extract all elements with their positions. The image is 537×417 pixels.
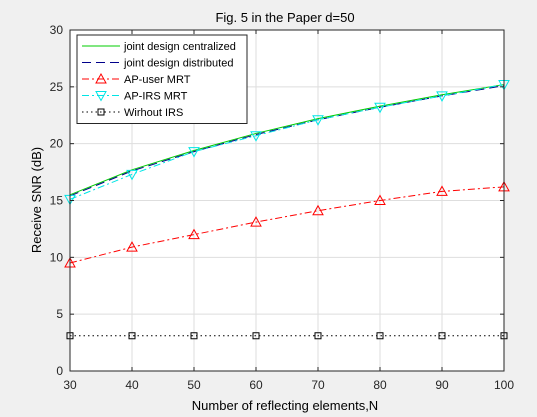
y-tick-label: 25 [50,80,64,94]
x-tick-label: 60 [249,378,263,392]
data-point [252,332,260,340]
x-tick-label: 70 [311,378,325,392]
x-axis-label: Number of reflecting elements,N [192,398,378,413]
legend-marker [97,108,105,116]
x-tick-label: 90 [435,378,449,392]
y-tick-label: 30 [50,23,64,37]
legend: joint design centralized joint design dis… [76,34,248,124]
x-tick-label: 80 [373,378,387,392]
series-line [69,85,505,197]
series-line [69,84,505,200]
data-point [128,332,136,340]
legend-marker [95,91,107,102]
y-tick-label: 5 [56,307,63,321]
y-tick-label: 20 [50,137,64,151]
data-point [250,131,262,142]
data-point [438,332,446,340]
series-line [69,84,505,196]
data-point [374,194,386,205]
x-tick-label: 100 [494,378,514,392]
data-point [436,91,448,102]
legend-label: AP-user MRT [124,74,191,86]
data-point [250,216,262,227]
data-point [314,332,322,340]
series-1 [69,85,505,197]
y-tick-label: 0 [56,364,63,378]
x-tick-label: 30 [63,378,77,392]
data-point [188,147,200,158]
data-point [436,185,448,196]
chart-title: Fig. 5 in the Paper d=50 [215,10,354,25]
legend-label: Wirhout IRS [124,107,183,119]
legend-box [76,34,248,124]
data-point [190,332,198,340]
data-point [126,169,138,181]
legend-label: AP-IRS MRT [124,91,188,103]
data-point [312,204,324,216]
data-point [126,241,138,252]
data-point [188,228,200,240]
y-axis-label: Receive SNR (dB) [29,147,44,253]
series-0 [69,84,505,196]
y-tick-label: 10 [50,250,64,264]
y-tick-label: 15 [50,194,64,208]
legend-label: joint design centralized [123,41,236,53]
x-tick-label: 50 [187,378,201,392]
ticks: 30 40 50 60 70 80 90 100 0 5 10 15 20 25 30 [50,23,515,392]
data-point [374,102,386,114]
legend-label: joint design distributed [123,58,233,70]
legend-marker [95,72,107,84]
data-point [376,332,384,340]
x-tick-label: 40 [125,378,139,392]
data-point [312,115,324,126]
